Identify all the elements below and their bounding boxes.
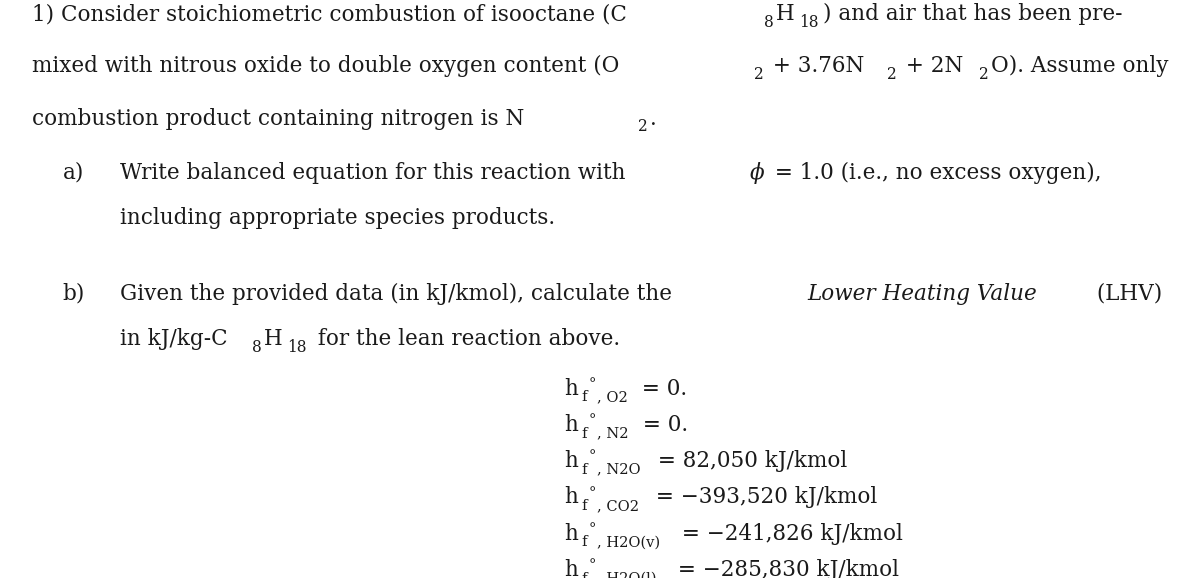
Text: h: h xyxy=(565,450,578,472)
Text: b): b) xyxy=(62,283,85,305)
Text: °: ° xyxy=(588,413,596,427)
Text: mixed with nitrous oxide to double oxygen content (O: mixed with nitrous oxide to double oxyge… xyxy=(32,55,620,77)
Text: 18: 18 xyxy=(287,339,306,356)
Text: (LHV): (LHV) xyxy=(1090,283,1163,305)
Text: H: H xyxy=(775,3,794,25)
Text: f: f xyxy=(581,390,587,404)
Text: , CO2: , CO2 xyxy=(597,499,640,513)
Text: = 82,050 kJ/kmol: = 82,050 kJ/kmol xyxy=(651,450,847,472)
Text: 2: 2 xyxy=(637,118,647,135)
Text: , N2: , N2 xyxy=(597,427,629,440)
Text: °: ° xyxy=(588,450,596,464)
Text: for the lean reaction above.: for the lean reaction above. xyxy=(311,328,621,350)
Text: = 1.0 (i.e., no excess oxygen),: = 1.0 (i.e., no excess oxygen), xyxy=(768,162,1102,184)
Text: combustion product containing nitrogen is N: combustion product containing nitrogen i… xyxy=(32,108,524,129)
Text: h: h xyxy=(565,414,578,436)
Text: h: h xyxy=(565,487,578,509)
Text: f: f xyxy=(581,535,587,549)
Text: ϕ: ϕ xyxy=(750,162,764,184)
Text: 8: 8 xyxy=(252,339,262,356)
Text: °: ° xyxy=(588,522,596,536)
Text: f: f xyxy=(581,463,587,477)
Text: including appropriate species products.: including appropriate species products. xyxy=(120,208,555,229)
Text: , N2O: , N2O xyxy=(597,463,641,477)
Text: = 0.: = 0. xyxy=(635,377,688,399)
Text: h: h xyxy=(565,523,578,544)
Text: = −393,520 kJ/kmol: = −393,520 kJ/kmol xyxy=(649,487,878,509)
Text: 8: 8 xyxy=(763,14,774,31)
Text: 18: 18 xyxy=(799,14,818,31)
Text: Write balanced equation for this reaction with: Write balanced equation for this reactio… xyxy=(120,162,631,184)
Text: f: f xyxy=(581,572,587,578)
Text: = −241,826 kJ/kmol: = −241,826 kJ/kmol xyxy=(675,523,903,544)
Text: Given the provided data (in kJ/kmol), calculate the: Given the provided data (in kJ/kmol), ca… xyxy=(120,283,678,305)
Text: .: . xyxy=(649,108,657,129)
Text: + 2N: + 2N xyxy=(899,55,964,77)
Text: = −285,830 kJ/kmol: = −285,830 kJ/kmol xyxy=(671,559,898,578)
Text: 1) Consider stoichiometric combustion of isooctane (C: 1) Consider stoichiometric combustion of… xyxy=(32,3,627,25)
Text: 2: 2 xyxy=(755,66,764,83)
Text: °: ° xyxy=(588,558,596,572)
Text: h: h xyxy=(565,377,578,399)
Text: °: ° xyxy=(588,377,596,391)
Text: 2: 2 xyxy=(978,66,988,83)
Text: + 3.76N: + 3.76N xyxy=(767,55,865,77)
Text: H: H xyxy=(264,328,282,350)
Text: = 0.: = 0. xyxy=(636,414,688,436)
Text: in kJ/kg-C: in kJ/kg-C xyxy=(120,328,227,350)
Text: f: f xyxy=(581,427,587,440)
Text: h: h xyxy=(565,559,578,578)
Text: , H2O(v): , H2O(v) xyxy=(597,535,660,549)
Text: °: ° xyxy=(588,486,596,500)
Text: 2: 2 xyxy=(887,66,897,83)
Text: a): a) xyxy=(62,162,84,184)
Text: , O2: , O2 xyxy=(597,390,628,404)
Text: , H2O(l): , H2O(l) xyxy=(597,572,657,578)
Text: O). Assume only: O). Assume only xyxy=(990,55,1168,77)
Text: Lower Heating Value: Lower Heating Value xyxy=(807,283,1037,305)
Text: f: f xyxy=(581,499,587,513)
Text: ) and air that has been pre-: ) and air that has been pre- xyxy=(823,3,1122,25)
